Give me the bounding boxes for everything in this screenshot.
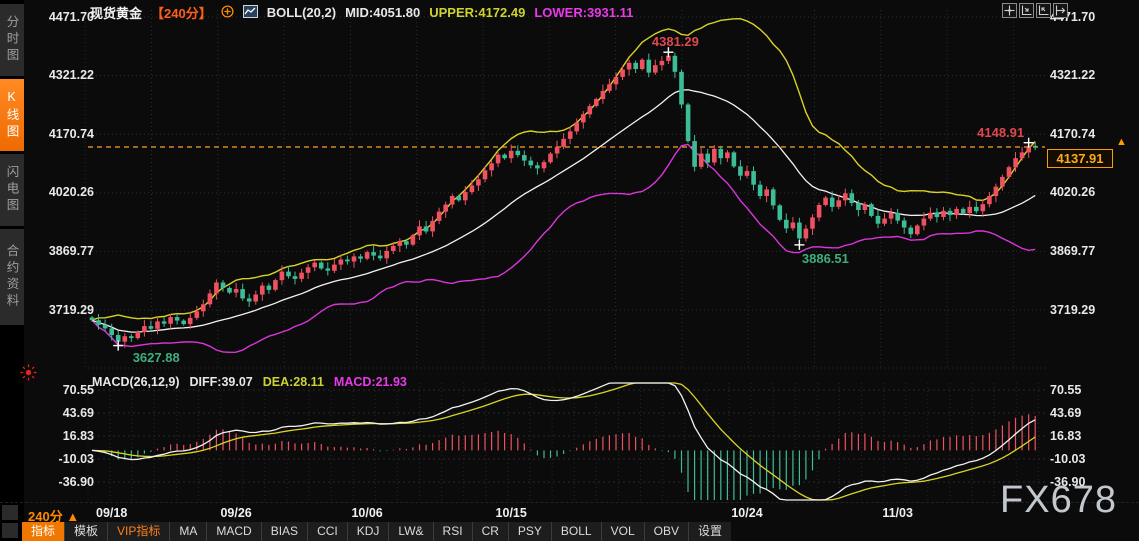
price-annotation: 3627.88 [132, 349, 180, 365]
zoom-out-axis-icon[interactable] [1036, 3, 1051, 18]
add-overlay-icon[interactable] [221, 4, 234, 21]
y-axis-label-left: 3719.29 [48, 302, 94, 317]
boll-params-label: BOLL(20,2) [266, 5, 337, 20]
boll-lower-value: LOWER:3931.11 [534, 5, 634, 20]
chart-info-bar: 现货黄金 【240分】 BOLL(20,2) MID:4051.80 UPPER… [90, 3, 633, 22]
macd-axis-label-left: 16.83 [62, 428, 94, 443]
price-annotation: 4381.29 [651, 34, 699, 50]
macd-axis-label-left: 70.55 [62, 382, 94, 397]
indicator-chart-icon[interactable] [242, 4, 258, 21]
macd-axis-label-right: 70.55 [1050, 382, 1082, 397]
toolbar-button-LW&[interactable]: LW& [388, 522, 433, 541]
brand-watermark: FX678 [1000, 479, 1117, 521]
toolbar-button-MA[interactable]: MA [169, 522, 207, 541]
chart-tools [1002, 3, 1068, 18]
toolbar-button-OBV[interactable]: OBV [643, 522, 688, 541]
macd-axis-label-right: -10.03 [1050, 451, 1086, 466]
macd-axis-label-left: -36.90 [58, 474, 94, 489]
toolbar-button-KDJ[interactable]: KDJ [346, 522, 389, 541]
y-axis-label-right: 3869.77 [1050, 243, 1096, 258]
x-axis-date-label: 09/26 [220, 506, 252, 520]
chevron-up-icon: ▲ [66, 509, 80, 524]
current-price-box: 4137.91 [1047, 148, 1113, 168]
toolbar-button-BIAS[interactable]: BIAS [260, 522, 308, 541]
y-axis-label-right: 4170.74 [1050, 126, 1096, 141]
sidebar-tab-1[interactable]: 分时图 [0, 4, 24, 76]
macd-axis-label-right: 43.69 [1050, 405, 1082, 420]
indicator-toolbar: 指标 模板 VIP指标 MA MACD BIAS CCI KDJ LW& RSI CR PSY BOLL… [22, 522, 731, 541]
alert-icon[interactable] [20, 364, 37, 386]
toolbar-button-VIP指标[interactable]: VIP指标 [107, 522, 170, 541]
toolbar-button-指标[interactable]: 指标 [22, 522, 65, 541]
sidebar-tab-4[interactable]: 合约资料 [0, 229, 24, 325]
macd-params-label: MACD(26,12,9) [92, 375, 180, 389]
price-annotation: 4148.91 [977, 124, 1025, 140]
sidebar: 分时图 K线图闪电图合约资料 [0, 0, 24, 541]
x-axis-date-label: 09/18 [96, 506, 128, 520]
boll-upper-value: UPPER:4172.49 [429, 5, 526, 20]
pan-right-icon[interactable] [1053, 3, 1068, 18]
sidebar-footer-block [2, 505, 18, 520]
crosshair-move-icon[interactable] [1002, 3, 1017, 18]
sidebar-tab-3[interactable]: 闪电图 [0, 154, 24, 226]
price-annotation: 3886.51 [801, 250, 849, 266]
toolbar-button-MACD[interactable]: MACD [206, 522, 261, 541]
x-axis-date-label: 11/03 [882, 506, 913, 520]
macd-axis-label-left: 43.69 [62, 405, 94, 420]
period-badge: 【240分】 [151, 6, 212, 21]
y-axis-label-left: 4471.70 [48, 9, 94, 24]
toolbar-button-RSI[interactable]: RSI [432, 522, 472, 541]
boll-mid-value: MID:4051.80 [345, 5, 421, 20]
symbol-name: 现货黄金 [90, 6, 143, 21]
toolbar-button-设置[interactable]: 设置 [687, 522, 731, 541]
y-axis-label-right: 4020.26 [1050, 185, 1096, 200]
y-axis-label-left: 4321.22 [48, 68, 94, 83]
macd-axis-label-left: -10.03 [58, 451, 94, 466]
toolbar-button-模板[interactable]: 模板 [64, 522, 108, 541]
sidebar-tab-2[interactable]: K线图 [0, 79, 24, 151]
toolbar-button-PSY[interactable]: PSY [507, 522, 551, 541]
y-axis-label-left: 4020.26 [48, 185, 94, 200]
y-axis-label-left: 4170.74 [48, 126, 94, 141]
price-arrow-up-icon: ▲ [1116, 135, 1127, 148]
zoom-in-axis-icon[interactable] [1019, 3, 1034, 18]
x-axis-date-label: 10/06 [351, 506, 383, 520]
y-axis-label-right: 4321.22 [1050, 68, 1096, 83]
period-selector[interactable]: 240分 ▲ [28, 509, 80, 524]
macd-info-bar: MACD(26,12,9) DIFF:39.07 DEA:28.11 MACD:… [92, 375, 407, 389]
time-axis-row [0, 502, 1139, 523]
macd-axis-label-right: 16.83 [1050, 428, 1082, 443]
sidebar-footer-block [2, 523, 18, 538]
toolbar-button-CR[interactable]: CR [471, 522, 508, 541]
macd-axis-label-right: -36.90 [1050, 474, 1086, 489]
x-axis-date-label: 10/15 [495, 506, 527, 520]
toolbar-button-BOLL[interactable]: BOLL [550, 522, 601, 541]
macd-diff-value: DIFF:39.07 [189, 375, 253, 389]
macd-dea-value: DEA:28.11 [262, 375, 324, 389]
toolbar-button-VOL[interactable]: VOL [600, 522, 644, 541]
x-axis-date-label: 10/24 [731, 506, 763, 520]
y-axis-label-right: 3719.29 [1050, 302, 1096, 317]
y-axis-label-left: 3869.77 [48, 243, 94, 258]
macd-bar-value: MACD:21.93 [333, 375, 407, 389]
toolbar-button-CCI[interactable]: CCI [307, 522, 347, 541]
